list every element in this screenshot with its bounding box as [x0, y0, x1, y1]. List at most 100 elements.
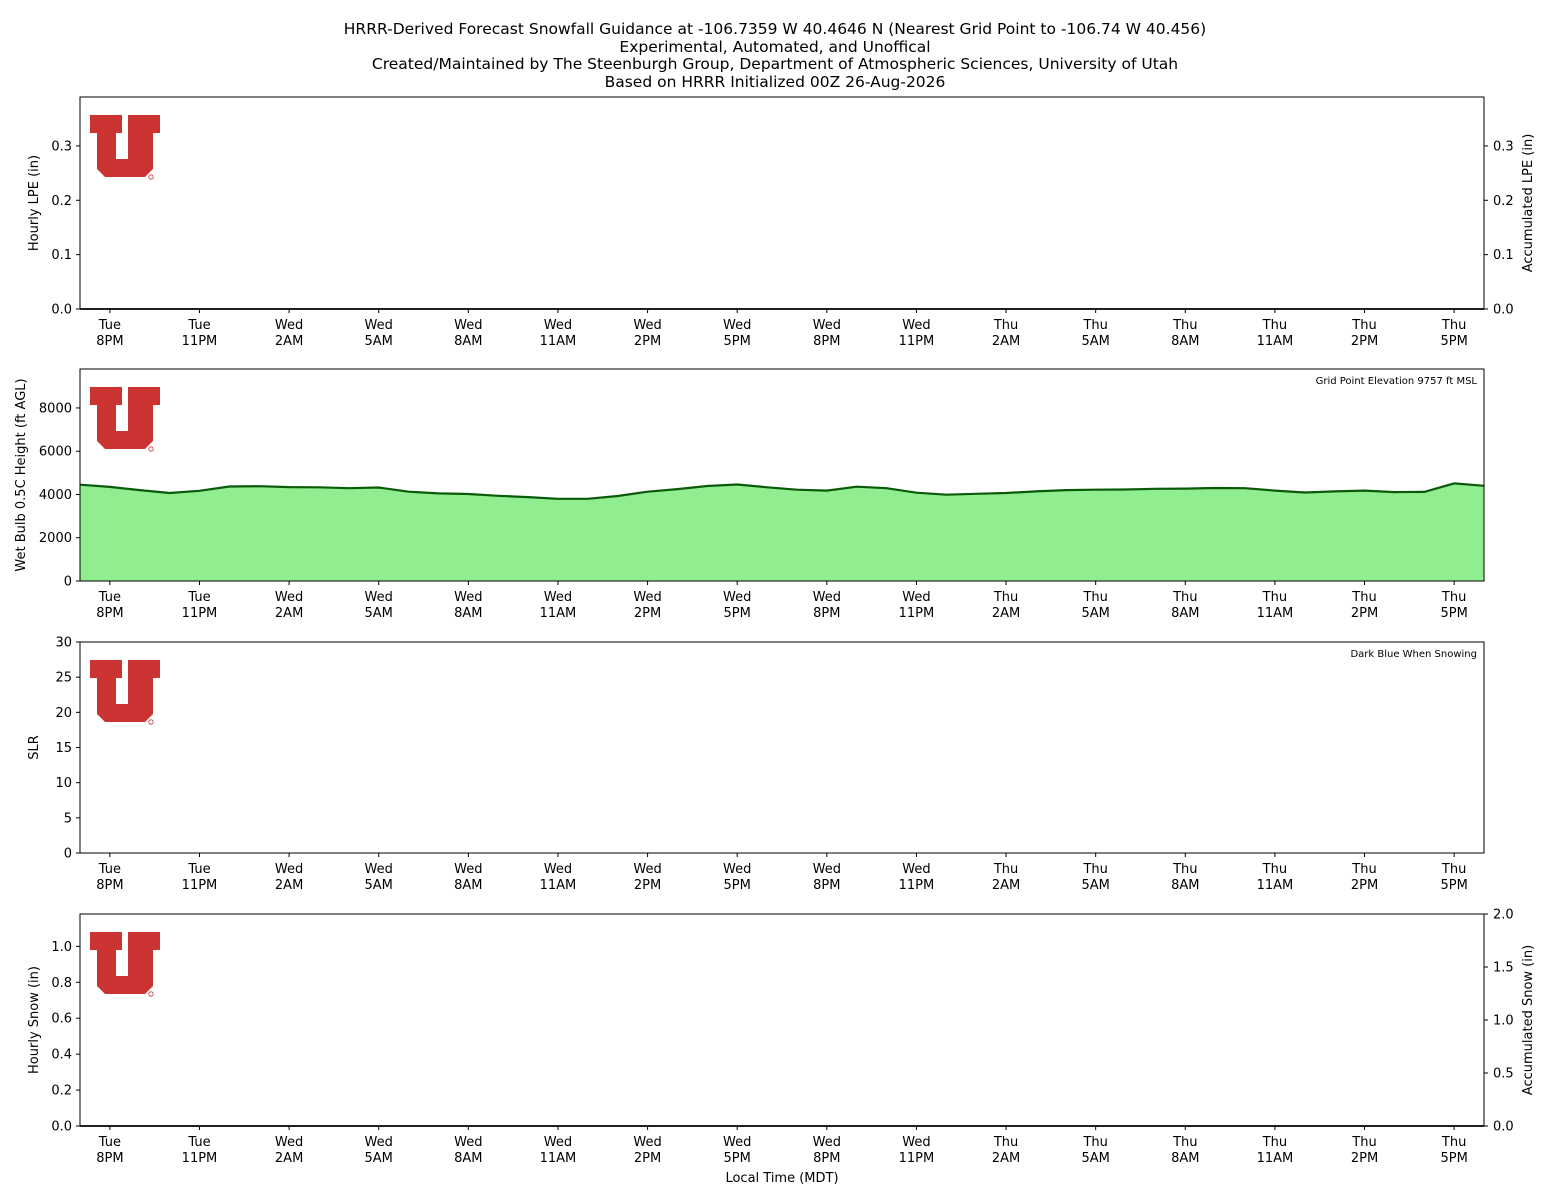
x-tick-day-label: Wed — [813, 590, 841, 605]
x-tick-day-label: Wed — [902, 1135, 930, 1150]
y2-tick-label: 0.0 — [1493, 303, 1514, 318]
y-tick-label: 6000 — [39, 445, 72, 460]
y2-tick-label: 2.0 — [1493, 908, 1514, 923]
x-tick-time-label: 2PM — [634, 334, 661, 349]
title-line-4: Based on HRRR Initialized 00Z 26-Aug-202… — [604, 72, 946, 91]
x-tick-time-label: 11PM — [182, 1151, 218, 1166]
x-tick-time-label: 11AM — [540, 1151, 577, 1166]
x-tick-time-label: 8PM — [96, 334, 123, 349]
x-tick-day-label: Wed — [275, 862, 303, 877]
logo-registered-mark — [148, 991, 154, 997]
y-tick-label: 4000 — [39, 488, 72, 503]
plot-frame — [79, 368, 1485, 582]
x-tick-time-label: 5AM — [1081, 334, 1109, 349]
x-tick-day-label: Wed — [902, 590, 930, 605]
x-tick-time-label: 8PM — [96, 1151, 123, 1166]
x-tick-time-label: 8PM — [813, 334, 840, 349]
x-tick-day-label: Thu — [1351, 318, 1376, 333]
y-tick-label: 2000 — [39, 531, 72, 546]
panel-slr: 0 5 10 15 20 25 30 SLR Dark Blue When Snowing Tue… — [27, 636, 1485, 893]
y-tick-label: 1.0 — [51, 940, 72, 955]
panel-annotation: Grid Point Elevation 9757 ft MSL — [1316, 376, 1478, 387]
y-tick-label: 0.0 — [51, 1120, 72, 1135]
y2-tick-label: 0.2 — [1493, 194, 1514, 209]
x-tick-time-label: 11PM — [182, 334, 218, 349]
x-tick-time-label: 8AM — [454, 334, 482, 349]
university-of-utah-block-u-logo — [90, 115, 160, 180]
x-tick-day-label: Wed — [723, 1135, 751, 1150]
x-tick-time-label: 8PM — [813, 878, 840, 893]
y-tick-label: 0.2 — [51, 194, 72, 209]
x-tick-day-label: Thu — [1082, 318, 1107, 333]
x-tick-day-label: Thu — [1351, 862, 1376, 877]
x-tick-day-label: Tue — [187, 1135, 210, 1150]
y-tick-label: 20 — [55, 706, 72, 721]
x-tick-time-label: 8AM — [1171, 334, 1199, 349]
x-tick-time-label: 5PM — [724, 334, 751, 349]
x-tick-time-label: 11AM — [540, 334, 577, 349]
x-tick-time-label: 11AM — [1257, 1151, 1294, 1166]
x-tick-day-label: Wed — [633, 862, 661, 877]
x-tick-day-label: Thu — [993, 590, 1018, 605]
x-tick-time-label: 11AM — [540, 878, 577, 893]
x-tick-time-label: 5PM — [1440, 334, 1467, 349]
x-tick-time-label: 2AM — [275, 334, 303, 349]
university-of-utah-block-u-logo — [90, 932, 160, 997]
plot-frame — [79, 641, 1485, 854]
x-tick-time-label: 5AM — [1081, 878, 1109, 893]
x-tick-time-label: 11PM — [899, 878, 935, 893]
x-tick-time-label: 5AM — [1081, 606, 1109, 621]
logo-registered-mark — [148, 174, 154, 180]
x-tick-time-label: 11AM — [1257, 606, 1294, 621]
x-tick-day-label: Wed — [902, 318, 930, 333]
y-tick-label: 0 — [64, 847, 72, 862]
y2-tick-label: 0.3 — [1493, 139, 1514, 154]
x-tick-day-label: Wed — [544, 590, 572, 605]
x-tick-time-label: 5PM — [1440, 606, 1467, 621]
x-tick-time-label: 11AM — [1257, 878, 1294, 893]
x-tick-day-label: Tue — [187, 590, 210, 605]
x-tick-time-label: 5PM — [1440, 878, 1467, 893]
x-tick-day-label: Wed — [723, 318, 751, 333]
x-tick-day-label: Wed — [365, 1135, 393, 1150]
y-tick-label: 15 — [55, 741, 72, 756]
x-tick-day-label: Thu — [1441, 1135, 1466, 1150]
panel-hourly-lpe: 0.0 0.1 0.2 0.3 0.0 0.1 0.2 0.3 Hourly LPE (in) A… — [27, 96, 1536, 349]
y2-tick-label: 0.0 — [1493, 1120, 1514, 1135]
x-tick-day-label: Tue — [98, 590, 121, 605]
x-tick-day-label: Thu — [993, 862, 1018, 877]
x-tick-day-label: Wed — [544, 862, 572, 877]
panel-wet-bulb-height: 0 2000 4000 6000 8000 Wet Bulb 0.5C Height (f… — [14, 368, 1485, 621]
x-tick-time-label: 8AM — [454, 606, 482, 621]
x-tick-time-label: 2PM — [1351, 1151, 1378, 1166]
y-tick-label: 0 — [64, 575, 72, 590]
university-of-utah-block-u-logo — [90, 660, 160, 725]
y-axis-label: Hourly Snow (in) — [27, 966, 42, 1074]
x-tick-time-label: 8PM — [813, 1151, 840, 1166]
y-tick-label: 0.8 — [51, 976, 72, 991]
y-tick-label: 25 — [55, 671, 72, 686]
x-tick-time-label: 8AM — [1171, 606, 1199, 621]
x-tick-day-label: Wed — [813, 862, 841, 877]
x-tick-day-label: Wed — [365, 862, 393, 877]
y-tick-label: 0.6 — [51, 1012, 72, 1027]
x-tick-time-label: 2PM — [1351, 334, 1378, 349]
x-tick-time-label: 8AM — [454, 878, 482, 893]
x-tick-time-label: 11AM — [1257, 334, 1294, 349]
x-tick-day-label: Tue — [98, 1135, 121, 1150]
x-tick-time-label: 2AM — [275, 1151, 303, 1166]
x-tick-day-label: Wed — [723, 590, 751, 605]
y2-axis-label: Accumulated LPE (in) — [1521, 134, 1536, 273]
x-tick-day-label: Tue — [187, 862, 210, 877]
x-tick-time-label: 11PM — [182, 606, 218, 621]
x-tick-day-label: Thu — [1262, 862, 1287, 877]
x-tick-time-label: 2AM — [992, 878, 1020, 893]
x-tick-time-label: 8PM — [96, 878, 123, 893]
x-tick-time-label: 2AM — [275, 606, 303, 621]
y2-tick-label: 0.5 — [1493, 1067, 1514, 1082]
x-tick-day-label: Wed — [275, 318, 303, 333]
y-axis-label: Hourly LPE (in) — [27, 155, 42, 251]
x-tick-time-label: 2AM — [992, 1151, 1020, 1166]
x-tick-time-label: 2PM — [1351, 878, 1378, 893]
x-tick-day-label: Tue — [187, 318, 210, 333]
